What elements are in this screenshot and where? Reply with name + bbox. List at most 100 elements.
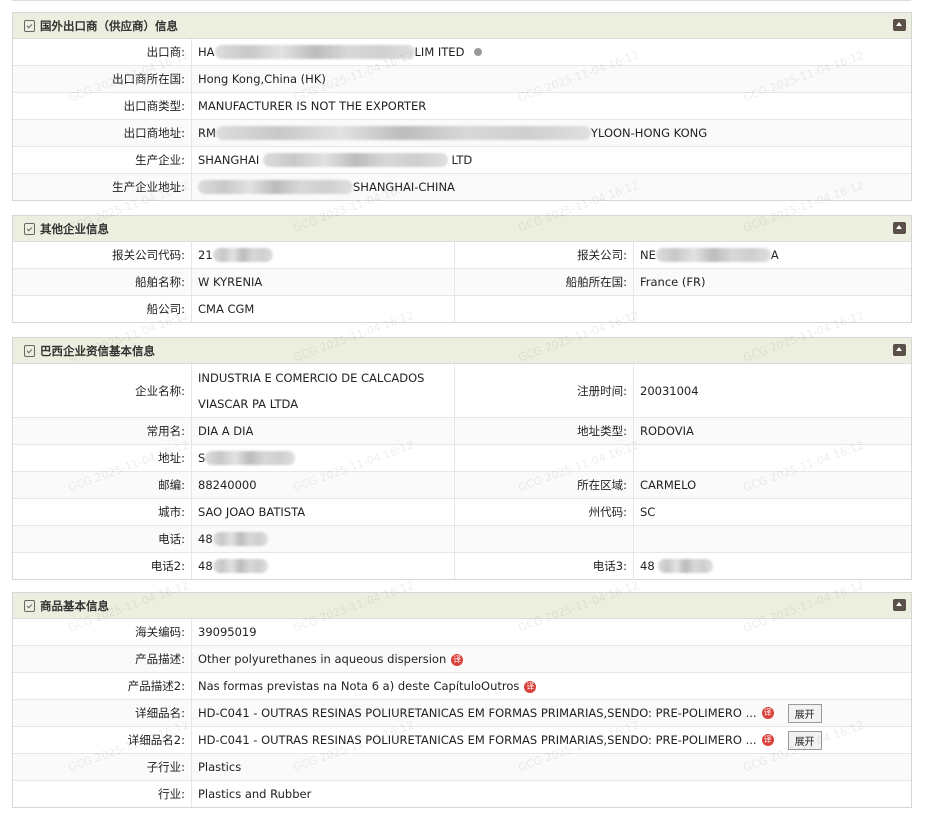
field-value: Plastics [191,753,911,781]
field-label: 详细品名: [13,699,192,727]
table-row: 海关编码: 39095019 [13,619,911,646]
field-label: 产品描述2: [13,672,192,700]
other-company-panel: 其他企业信息 报关公司代码: 21 报关公司: NE A 船舶名称: W KYRENIA 船… [12,215,912,323]
table-row: 常用名: DIA A DIA 地址类型: RODOVIA [13,417,911,445]
field-label: 子行业: [13,753,192,781]
table-row: 城市: SAO JOAO BATISTA 州代码: SC [13,498,911,526]
field-value: 48 [191,552,455,579]
table-row: 船舶名称: W KYRENIA 船舶所在国: France (FR) [13,268,911,296]
brazil-company-panel: 巴西企业资信基本信息 企业名称: INDUSTRIA E COMERCIO DE … [12,337,912,580]
field-value: RODOVIA [633,417,911,445]
table-row: 详细品名: HD-C041 - OUTRAS RESINAS POLIURETAN… [13,699,911,727]
field-value: MANUFACTURER IS NOT THE EXPORTER [191,92,911,120]
field-value: 88240000 [191,471,455,499]
field-value: SAO JOAO BATISTA [191,498,455,526]
table-row: 出口商所在国: Hong Kong,China (HK) [13,65,911,93]
table-row: 电话: 48 [13,525,911,553]
translate-icon[interactable]: 译 [451,653,464,666]
panel-title: 商品基本信息 [40,598,109,613]
expand-button[interactable]: 展开 [787,730,822,750]
field-label: 出口商地址: [13,119,192,147]
field-label: 所在区域: [454,471,634,499]
field-label: 生产企业: [13,146,192,174]
field-label: 出口商: [13,39,192,66]
hs-code: 39095019 [191,619,911,646]
table-row: 邮编: 88240000 所在区域: CARMELO [13,471,911,499]
field-value: Plastics and Rubber [198,787,312,801]
panel-header: 商品基本信息 [13,593,911,619]
table-row: 子行业: Plastics [13,753,911,781]
field-label: 企业名称: [13,364,192,418]
exporter-panel: 国外出口商（供应商）信息 出口商: HA LIM ITED 出口商所在国: Hong … [12,12,912,201]
document-icon [24,599,35,612]
document-icon [24,222,35,235]
collapse-icon[interactable] [893,222,906,234]
expand-button[interactable]: 展开 [787,703,822,723]
table-row: 产品描述2: Nas formas previstas na Nota 6 a) … [13,672,911,700]
table-row: 详细品名2: HD-C041 - OUTRAS RESINAS POLIURETA… [13,726,911,754]
field-value: 48 [634,553,912,580]
field-label: 船舶所在国: [454,268,634,296]
collapse-icon[interactable] [893,19,906,31]
field-value: NE A [633,242,911,269]
field-label: 生产企业地址: [13,173,192,200]
field-label: 邮编: [13,471,192,499]
field-label: 产品描述: [13,645,192,673]
field-value: RM YLOON-HONG KONG [191,119,911,147]
translate-icon[interactable]: 译 [524,680,537,693]
field-label: 州代码: [454,498,634,526]
document-icon [24,19,35,32]
field-label: 出口商所在国: [13,65,192,93]
field-value: INDUSTRIA E COMERCIO DE CALCADOS VIASCAR… [191,364,455,418]
document-icon [24,344,35,357]
field-value: HD-C041 - OUTRAS RESINAS POLIURETANICAS … [191,726,911,754]
field-label: 出口商类型: [13,92,192,120]
collapse-icon[interactable] [893,599,906,611]
field-value: 20031004 [633,364,911,418]
exporter-name: HA LIM ITED [191,39,911,66]
field-label: 报关公司: [454,242,634,269]
panel-title: 其他企业信息 [40,221,109,236]
globe-icon[interactable] [474,48,483,57]
table-row: 出口商类型: MANUFACTURER IS NOT THE EXPORTER [13,92,911,120]
field-value: Other polyurethanes in aqueous dispersio… [191,645,911,673]
table-row: 出口商地址: RM YLOON-HONG KONG [13,119,911,147]
field-label: 地址: [13,444,192,472]
table-row: 出口商: HA LIM ITED [13,39,911,66]
field-value: HD-C041 - OUTRAS RESINAS POLIURETANICAS … [191,699,911,727]
field-label: 地址类型: [454,417,634,445]
table-row: 船公司: CMA CGM [13,295,911,322]
field-label: 注册时间: [454,364,634,418]
table-row: 地址: S [13,444,911,472]
panel-header: 国外出口商（供应商）信息 [13,13,911,39]
table-row: 产品描述: Other polyurethanes in aqueous disp… [13,645,911,673]
field-value: W KYRENIA [191,268,455,296]
goods-panel: 商品基本信息 海关编码: 39095019 产品描述: Other polyuret… [12,592,912,808]
divider [12,0,911,1]
field-label: 报关公司代码: [13,242,192,269]
field-label: 船舶名称: [13,268,192,296]
field-value: CMA CGM [191,295,455,322]
table-row: 生产企业: SHANGHAI LTD [13,146,911,174]
field-label: 船公司: [13,295,192,322]
table-row: 行业: Plastics and Rubber [13,780,911,807]
field-label: 常用名: [13,417,192,445]
field-label: 海关编码: [13,619,192,646]
field-value: 21 [191,242,455,269]
field-label: 详细品名2: [13,726,192,754]
field-label: 电话3: [454,552,634,579]
panel-title: 巴西企业资信基本信息 [40,343,155,358]
table-row: 电话2: 48 电话3: 48 [13,552,912,580]
table-row: 报关公司代码: 21 报关公司: NE A [13,242,911,269]
field-value: S [191,444,455,472]
collapse-icon[interactable] [893,344,906,356]
field-value: France (FR) [633,268,911,296]
translate-icon[interactable]: 译 [761,707,774,719]
field-label: 电话2: [13,552,192,579]
translate-icon[interactable]: 译 [761,734,774,746]
table-row: 生产企业地址: SHANGHAI-CHINA [13,173,911,200]
field-value: CARMELO [633,471,911,499]
field-value: SC [633,498,911,526]
table-row: 企业名称: INDUSTRIA E COMERCIO DE CALCADOS VI… [13,364,911,418]
field-value: Nas formas previstas na Nota 6 a) deste … [191,672,911,700]
